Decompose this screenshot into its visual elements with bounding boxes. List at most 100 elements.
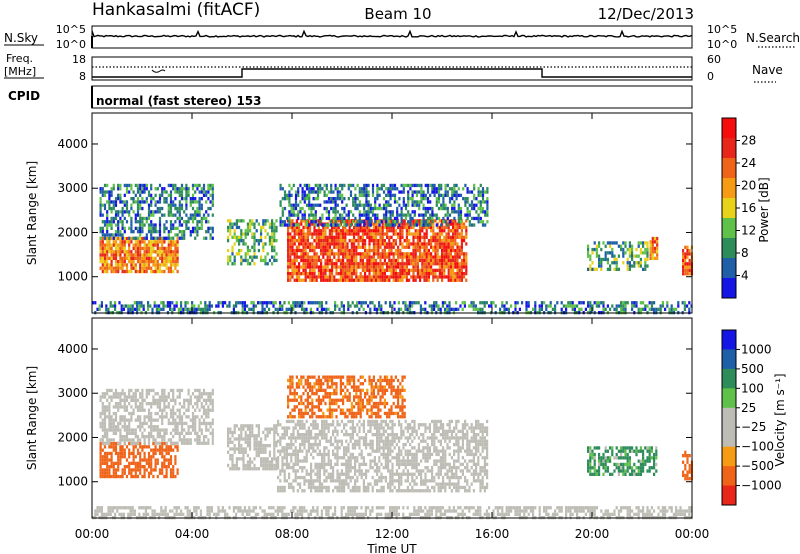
- velocity-cell: [112, 395, 115, 399]
- power-cell: [141, 216, 144, 221]
- power-cell: [270, 301, 273, 305]
- velocity-cell: [249, 444, 252, 448]
- power-cell: [350, 265, 353, 269]
- power-cell: [353, 225, 356, 230]
- velocity-cell: [176, 421, 179, 426]
- power-cell: [426, 223, 430, 227]
- power-cell: [315, 252, 318, 256]
- power-cell: [338, 213, 342, 217]
- power-cell: [452, 242, 455, 246]
- power-cell: [380, 220, 383, 224]
- power-cell: [368, 268, 371, 272]
- velocity-cell: [117, 458, 120, 462]
- power-cell: [446, 193, 449, 197]
- power-cell: [289, 258, 292, 263]
- power-cell: [410, 258, 413, 263]
- power-cell: [425, 262, 428, 266]
- power-cell: [477, 220, 480, 224]
- power-cell: [367, 206, 370, 211]
- velocity-cell: [275, 424, 278, 428]
- velocity-cell: [294, 439, 297, 443]
- velocity-cell: [130, 431, 133, 435]
- velocity-cell: [172, 465, 175, 469]
- power-cell: [454, 235, 457, 239]
- power-cell: [110, 243, 113, 247]
- power-cell: [217, 304, 220, 308]
- power-cell: [317, 219, 320, 223]
- velocity-cell: [161, 445, 164, 449]
- power-cell: [353, 252, 356, 256]
- power-cell: [185, 187, 188, 191]
- power-cell: [313, 229, 316, 233]
- power-cell: [451, 190, 454, 194]
- power-cell: [348, 248, 351, 253]
- power-cell: [152, 250, 155, 254]
- power-cell: [292, 213, 295, 217]
- power-cell: [412, 268, 415, 272]
- velocity-cell: [161, 435, 164, 439]
- power-cell: [449, 255, 452, 259]
- power-cell: [260, 235, 263, 239]
- power-cell: [101, 236, 104, 241]
- velocity-cell: [200, 421, 203, 426]
- power-cell: [180, 307, 183, 311]
- power-cell: [357, 275, 360, 279]
- power-cell: [442, 197, 445, 201]
- power-cell: [457, 220, 460, 224]
- power-cell: [315, 235, 318, 239]
- power-cell: [134, 256, 137, 260]
- power-cell: [128, 250, 131, 254]
- power-cell: [293, 265, 296, 269]
- velocity-cell: [260, 447, 263, 451]
- power-cell: [130, 183, 133, 188]
- power-cell: [392, 229, 395, 233]
- power-cell: [465, 252, 468, 256]
- power-cell: [341, 187, 344, 191]
- power-cell: [407, 193, 410, 197]
- power-cell: [143, 236, 146, 240]
- velocity-cell: [152, 451, 155, 456]
- velocity-cell: [139, 395, 142, 399]
- power-cell: [453, 190, 456, 194]
- power-cell: [235, 219, 238, 223]
- power-cell: [486, 190, 489, 194]
- power-cell: [358, 220, 361, 224]
- power-cell: [435, 197, 438, 201]
- velocity-cell: [123, 421, 126, 426]
- power-cell: [103, 223, 107, 227]
- power-cell: [377, 222, 380, 226]
- power-cell: [311, 248, 314, 253]
- power-cell: [209, 193, 212, 197]
- power-cell: [423, 239, 426, 243]
- power-cell: [119, 197, 122, 201]
- power-cell: [448, 304, 451, 308]
- power-cell: [445, 245, 448, 249]
- power-cell: [325, 187, 328, 191]
- power-cell: [390, 229, 393, 233]
- power-cell: [372, 242, 375, 246]
- power-cell: [309, 258, 312, 263]
- power-cell: [331, 248, 334, 253]
- velocity-cell: [296, 436, 299, 440]
- power-cell: [117, 197, 120, 201]
- power-cell: [397, 232, 400, 236]
- power-cell: [686, 255, 689, 259]
- power-cell: [408, 239, 411, 243]
- velocity-cell: [117, 441, 120, 445]
- velocity-cell: [106, 398, 109, 402]
- power-cell: [172, 253, 175, 257]
- power-cell: [132, 266, 135, 270]
- power-cell: [429, 223, 432, 227]
- power-cell: [459, 304, 462, 308]
- power-cell: [161, 206, 164, 211]
- power-cell: [392, 272, 395, 276]
- power-cell: [648, 307, 651, 311]
- velocity-cell: [130, 474, 133, 479]
- power-cell: [238, 235, 241, 239]
- velocity-cell: [202, 398, 206, 402]
- power-cell: [333, 219, 336, 223]
- power-cell: [334, 210, 337, 214]
- power-cell: [136, 203, 140, 207]
- power-cell: [463, 235, 466, 239]
- power-cell: [235, 252, 238, 256]
